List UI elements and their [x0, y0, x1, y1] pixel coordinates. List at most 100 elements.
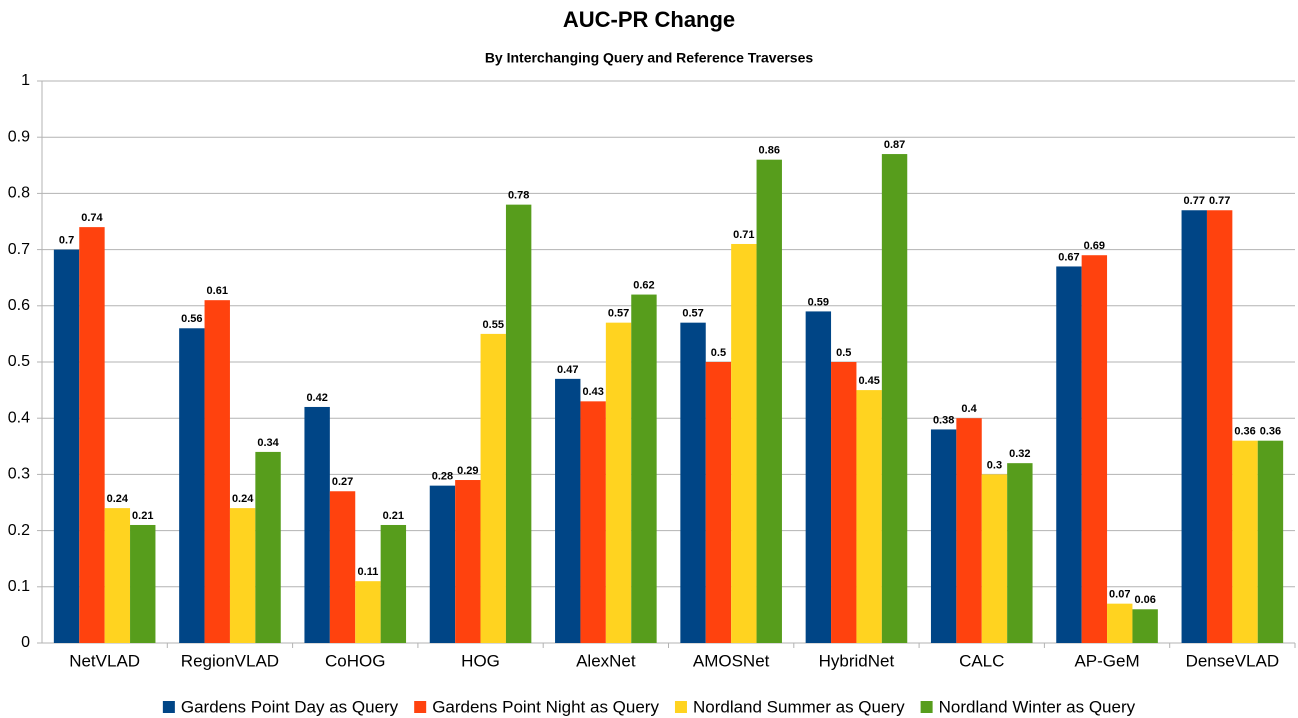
value-label: 0.43	[582, 386, 603, 398]
bar	[1132, 609, 1158, 643]
bar	[1181, 210, 1207, 643]
value-label: 0.69	[1084, 240, 1105, 252]
value-label: 0.78	[508, 190, 529, 202]
bar	[229, 508, 256, 643]
value-label: 0.27	[332, 476, 353, 488]
value-label: 0.87	[884, 139, 905, 151]
value-label: 0.7	[59, 235, 74, 247]
value-label: 0.36	[1260, 426, 1281, 438]
value-label: 0.55	[483, 319, 504, 331]
bar	[1107, 603, 1133, 643]
bar	[956, 418, 982, 643]
bar	[429, 485, 456, 643]
y-tick-label: 0.8	[8, 185, 30, 202]
bar	[1232, 440, 1258, 643]
bar	[1056, 266, 1082, 643]
chart-title: AUC-PR Change	[563, 7, 735, 32]
bar	[505, 204, 532, 643]
x-tick-label: RegionVLAD	[181, 651, 279, 670]
value-label: 0.4	[961, 403, 977, 415]
x-tick-label: AMOSNet	[693, 651, 770, 670]
value-label: 0.61	[207, 285, 228, 297]
bar	[455, 480, 481, 643]
bar	[805, 311, 832, 643]
y-tick-label: 0.7	[8, 241, 30, 258]
y-tick-label: 0	[21, 634, 30, 651]
chart-subtitle: By Interchanging Query and Reference Tra…	[485, 50, 814, 66]
value-label: 0.24	[232, 493, 254, 505]
value-label: 0.36	[1234, 426, 1255, 438]
x-tick-label: CALC	[959, 651, 1004, 670]
value-label: 0.86	[759, 145, 780, 157]
bar	[756, 159, 782, 643]
value-label: 0.34	[257, 437, 279, 449]
value-label: 0.77	[1209, 195, 1230, 207]
bar	[930, 429, 957, 643]
y-tick-label: 0.4	[8, 409, 30, 426]
value-label: 0.57	[608, 308, 629, 320]
x-tick-label: NetVLAD	[69, 651, 140, 670]
bar	[555, 378, 581, 643]
bar	[881, 154, 908, 643]
value-label: 0.11	[358, 566, 379, 578]
value-label: 0.71	[733, 229, 754, 241]
bar	[831, 362, 857, 643]
x-tick-label: AP-GeM	[1074, 651, 1139, 670]
legend-label: Gardens Point Day as Query	[181, 697, 399, 716]
value-label: 0.21	[383, 510, 404, 522]
value-label: 0.38	[933, 414, 954, 426]
value-label: 0.59	[808, 296, 829, 308]
bar	[79, 227, 105, 643]
value-label: 0.56	[181, 313, 202, 325]
y-tick-label: 0.6	[8, 297, 30, 314]
x-tick-label: AlexNet	[576, 651, 636, 670]
value-label: 0.32	[1009, 448, 1030, 460]
bar	[480, 333, 506, 643]
value-label: 0.5	[711, 347, 726, 359]
x-tick-label: CoHOG	[325, 651, 385, 670]
bar	[380, 524, 407, 643]
x-tick-label: HybridNet	[819, 651, 895, 670]
y-tick-label: 0.9	[8, 128, 30, 145]
bar	[605, 322, 632, 643]
y-tick-label: 1	[21, 72, 30, 89]
value-label: 0.45	[858, 375, 879, 387]
bar	[355, 581, 381, 643]
y-tick-label: 0.2	[8, 522, 30, 539]
bar	[705, 362, 732, 643]
value-label: 0.67	[1058, 251, 1079, 263]
value-label: 0.77	[1184, 195, 1205, 207]
bar	[631, 294, 657, 643]
x-tick-label: HOG	[461, 651, 500, 670]
value-label: 0.5	[836, 347, 851, 359]
legend-swatch	[414, 701, 427, 713]
bar	[204, 300, 230, 643]
y-tick-label: 0.3	[8, 466, 30, 483]
legend-swatch	[674, 701, 687, 713]
bar	[179, 328, 205, 643]
bar	[731, 243, 757, 644]
value-label: 0.06	[1134, 594, 1155, 606]
value-label: 0.29	[457, 465, 478, 477]
y-tick-label: 0.5	[8, 353, 30, 370]
x-tick-label: DenseVLAD	[1186, 651, 1280, 670]
bar	[130, 524, 156, 643]
value-label: 0.74	[81, 212, 103, 224]
bar	[53, 249, 80, 643]
legend-label: Gardens Point Night as Query	[432, 697, 659, 716]
value-label: 0.42	[306, 392, 327, 404]
bar	[1081, 255, 1108, 643]
legend-label: Nordland Winter as Query	[939, 697, 1136, 716]
value-label: 0.62	[633, 279, 654, 291]
bar	[1257, 440, 1284, 643]
value-label: 0.47	[557, 364, 578, 376]
y-tick-label: 0.1	[8, 578, 30, 595]
bar	[304, 406, 330, 643]
value-label: 0.3	[987, 459, 1002, 471]
value-label: 0.24	[107, 493, 129, 505]
value-label: 0.57	[682, 308, 703, 320]
bar	[104, 508, 131, 643]
bar	[981, 474, 1008, 643]
bar	[1007, 463, 1033, 643]
